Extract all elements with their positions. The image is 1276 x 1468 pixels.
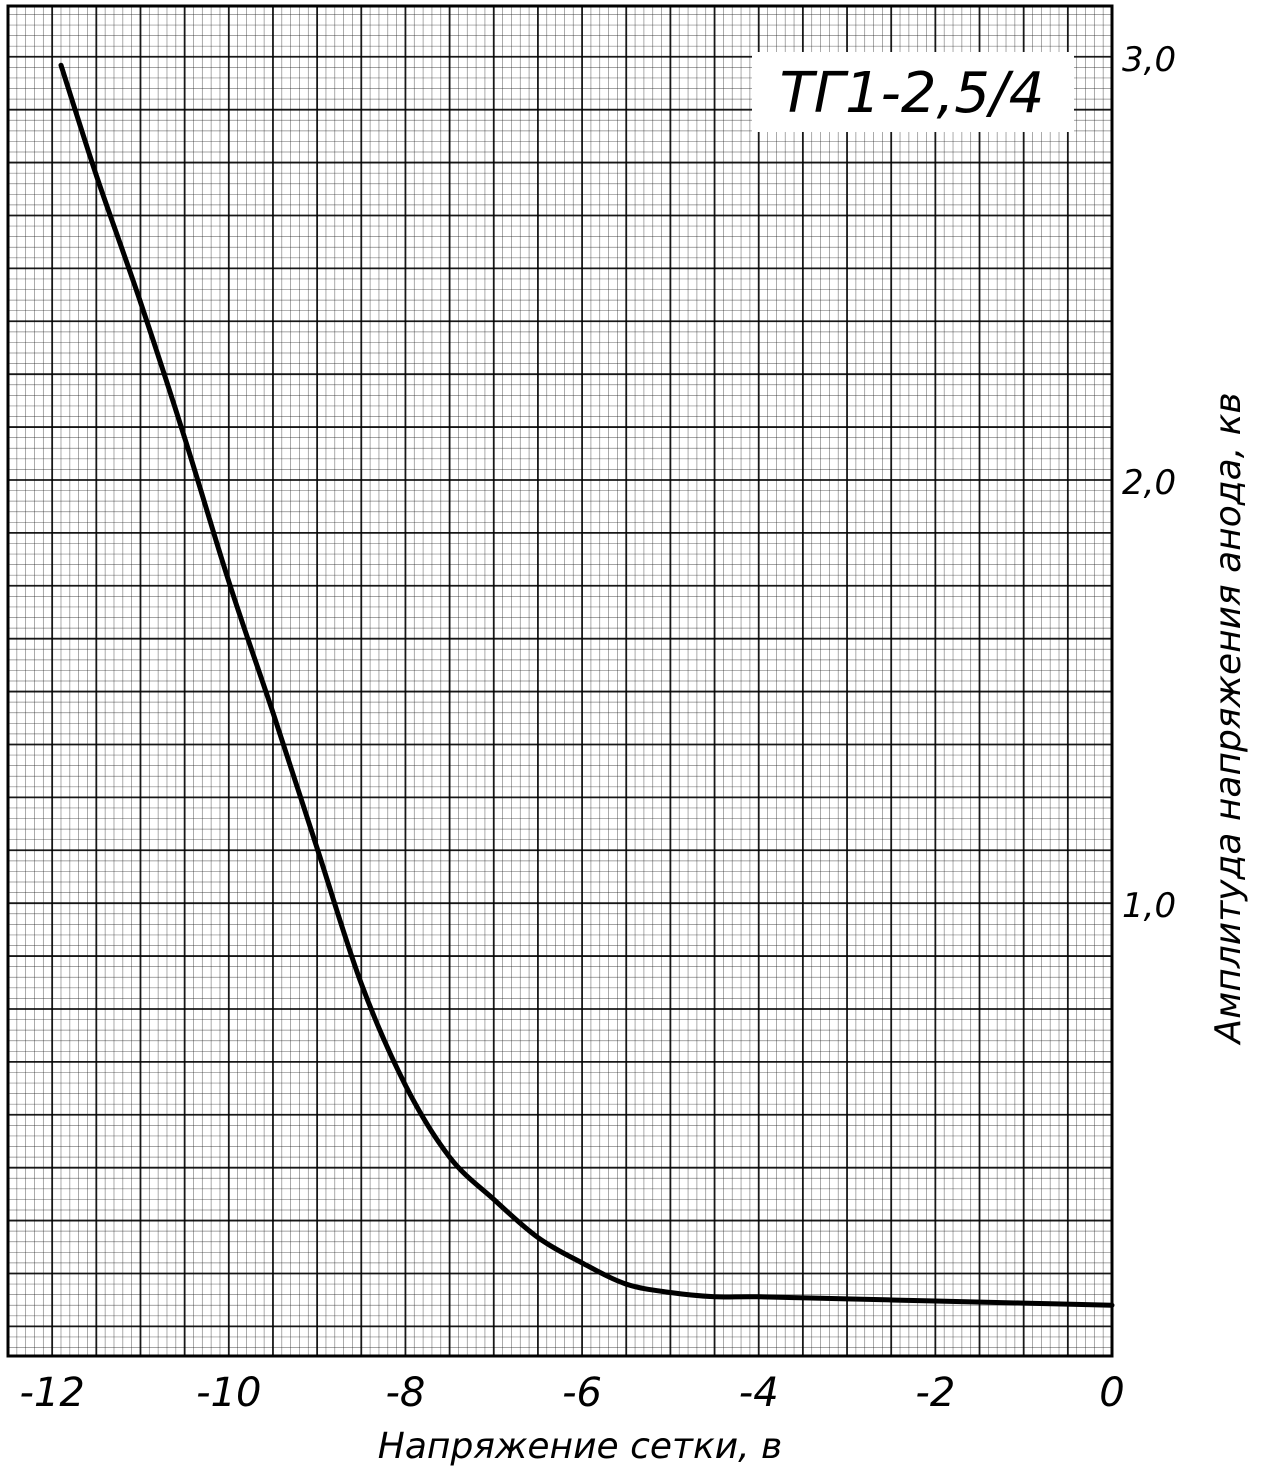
plot-frame [6,4,1114,1358]
y-tick-label: 3,0 [1122,40,1176,80]
x-tick-label: -2 [915,1370,955,1416]
x-tick-label: -8 [385,1370,425,1416]
title-background [752,52,1074,132]
x-tick-label: -6 [562,1370,602,1416]
grid-major [7,6,1113,1356]
title-badge: ТГ1-2,5/4 [752,52,1074,132]
x-axis-title: Напряжение сетки, в [378,1426,782,1467]
x-tick-label: -10 [196,1370,261,1416]
x-tick-labels: -12 -10 -8 -6 -4 -2 0 [19,1370,1124,1416]
data-points [59,63,1114,1307]
y-tick-label: 2,0 [1122,463,1176,503]
series-line [58,62,1115,1308]
y-tick-label: 1,0 [1122,886,1176,926]
y-tick-labels: 1,0 2,0 3,0 [1122,40,1176,926]
x-tick-label: -12 [19,1370,84,1416]
y-axis-title: Амплитуда напряжения анода, кв [1208,392,1249,1045]
x-tick-label: -4 [739,1370,779,1416]
x-tick-label: 0 [1099,1370,1124,1416]
chart-title: ТГ1-2,5/4 [780,61,1045,126]
grid-minor [8,6,1112,1356]
